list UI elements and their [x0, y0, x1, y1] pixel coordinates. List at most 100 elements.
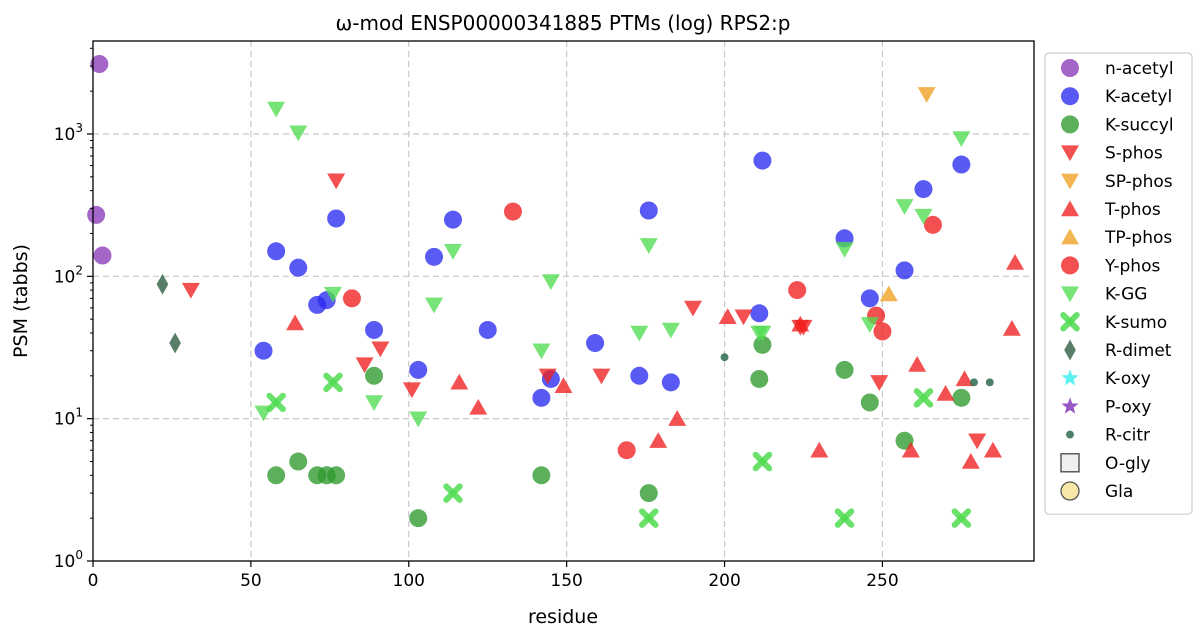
legend-label-s-phos: S-phos — [1105, 144, 1163, 164]
legend-label-k-gg: K-GG — [1105, 285, 1147, 305]
legend-marker-gla — [1060, 481, 1080, 501]
legend-label-tp-phos: TP-phos — [1104, 228, 1172, 248]
point-s-phos — [683, 300, 702, 317]
point-k-gg — [630, 325, 649, 342]
legend-label-r-citr: R-citr — [1105, 426, 1150, 446]
point-s-phos — [968, 433, 987, 450]
point-s-phos — [371, 341, 390, 358]
point-k-gg — [532, 343, 551, 360]
point-t-phos — [668, 410, 687, 426]
point-k-acetyl — [914, 180, 933, 199]
point-r-dimet — [169, 332, 181, 354]
point-k-acetyl — [425, 247, 444, 266]
legend-label-k-acetyl: K-acetyl — [1105, 87, 1172, 107]
x-tick-label: 150 — [550, 571, 582, 591]
point-n-acetyl — [90, 55, 109, 74]
legend-marker-k-sumo — [1060, 312, 1080, 332]
point-k-acetyl — [267, 242, 286, 261]
point-k-succyl — [750, 369, 769, 388]
y-tick-label: 102 — [54, 263, 83, 287]
x-tick-label: 100 — [393, 571, 425, 591]
point-k-gg — [952, 131, 971, 148]
point-tp-phos — [879, 285, 898, 302]
legend: n-acetyl K-acetyl K-succyl S-phos SP-phos T-p… — [1044, 52, 1193, 515]
x-tick-label: 200 — [708, 571, 740, 591]
point-s-phos — [181, 282, 200, 299]
point-k-acetyl — [443, 210, 462, 229]
point-y-phos — [503, 202, 522, 221]
point-t-phos — [908, 355, 927, 372]
point-k-sumo — [323, 372, 343, 393]
point-t-phos — [791, 315, 810, 332]
point-s-phos — [402, 382, 421, 399]
legend-marker-k-acetyl — [1061, 87, 1079, 106]
legend-marker-k-oxy — [1061, 369, 1079, 386]
legend-marker-r-citr — [1066, 430, 1074, 439]
point-k-succyl — [860, 393, 879, 412]
point-k-acetyl — [289, 258, 308, 277]
point-k-sumo — [752, 451, 773, 472]
point-k-succyl — [639, 484, 658, 503]
grid-lines — [93, 41, 1034, 561]
point-t-phos — [983, 441, 1002, 458]
point-k-sumo — [834, 508, 855, 528]
point-k-gg — [639, 238, 658, 254]
x-tick-label: 50 — [240, 571, 262, 591]
point-k-succyl — [835, 360, 854, 379]
legend-label-r-dimet: R-dimet — [1105, 341, 1172, 361]
point-k-succyl — [753, 335, 772, 354]
point-k-succyl — [327, 466, 346, 485]
point-k-succyl — [289, 452, 308, 471]
plot-frame — [92, 40, 1035, 562]
point-k-acetyl — [750, 304, 769, 323]
point-k-sumo — [266, 392, 286, 413]
x-axis-label: residue — [528, 606, 598, 628]
legend-marker-k-succyl — [1061, 115, 1079, 134]
point-k-acetyl — [895, 261, 914, 280]
point-k-sumo — [913, 388, 934, 408]
point-n-acetyl — [93, 246, 112, 265]
legend-marker-t-phos — [1061, 200, 1079, 217]
y-tick-label: 100 — [54, 548, 83, 572]
point-t-phos — [649, 432, 668, 448]
point-s-phos — [870, 375, 889, 391]
legend-marker-sp-phos — [1061, 173, 1079, 190]
point-k-acetyl — [409, 360, 428, 379]
legend-label-sp-phos: SP-phos — [1105, 172, 1173, 192]
point-k-gg — [895, 199, 914, 215]
legend-label-o-gly: O-gly — [1105, 454, 1151, 474]
point-s-phos — [327, 173, 346, 190]
point-s-phos — [734, 309, 753, 326]
point-k-gg — [443, 244, 462, 260]
point-k-gg — [914, 208, 933, 225]
y-tick-label: 101 — [54, 406, 83, 430]
point-t-phos — [955, 370, 974, 387]
point-sp-phos — [917, 87, 936, 103]
point-k-succyl — [365, 366, 384, 385]
point-k-acetyl — [661, 373, 680, 392]
y-tick-label: 103 — [54, 121, 83, 145]
point-k-sumo — [951, 508, 972, 528]
legend-marker-k-gg — [1061, 286, 1079, 303]
point-k-gg — [541, 274, 560, 291]
point-r-citr — [970, 378, 978, 387]
point-k-gg — [409, 411, 428, 428]
x-tick-label: 0 — [88, 571, 99, 591]
point-s-phos — [538, 368, 557, 385]
legend-label-k-sumo: K-sumo — [1105, 313, 1167, 333]
point-y-phos — [617, 441, 636, 460]
point-k-succyl — [952, 388, 971, 407]
point-k-acetyl — [478, 320, 497, 339]
point-k-sumo — [639, 508, 659, 528]
legend-label-k-oxy: K-oxy — [1105, 369, 1151, 389]
point-k-gg — [365, 395, 384, 411]
point-k-gg — [753, 325, 772, 342]
point-t-phos — [286, 314, 305, 331]
point-k-acetyl — [630, 366, 649, 385]
point-t-phos — [901, 441, 920, 458]
point-k-acetyl — [365, 320, 384, 339]
y-axis-label: PSM (tabbs) — [10, 244, 32, 358]
point-t-phos — [718, 308, 737, 324]
legend-label-t-phos: T-phos — [1104, 200, 1161, 220]
